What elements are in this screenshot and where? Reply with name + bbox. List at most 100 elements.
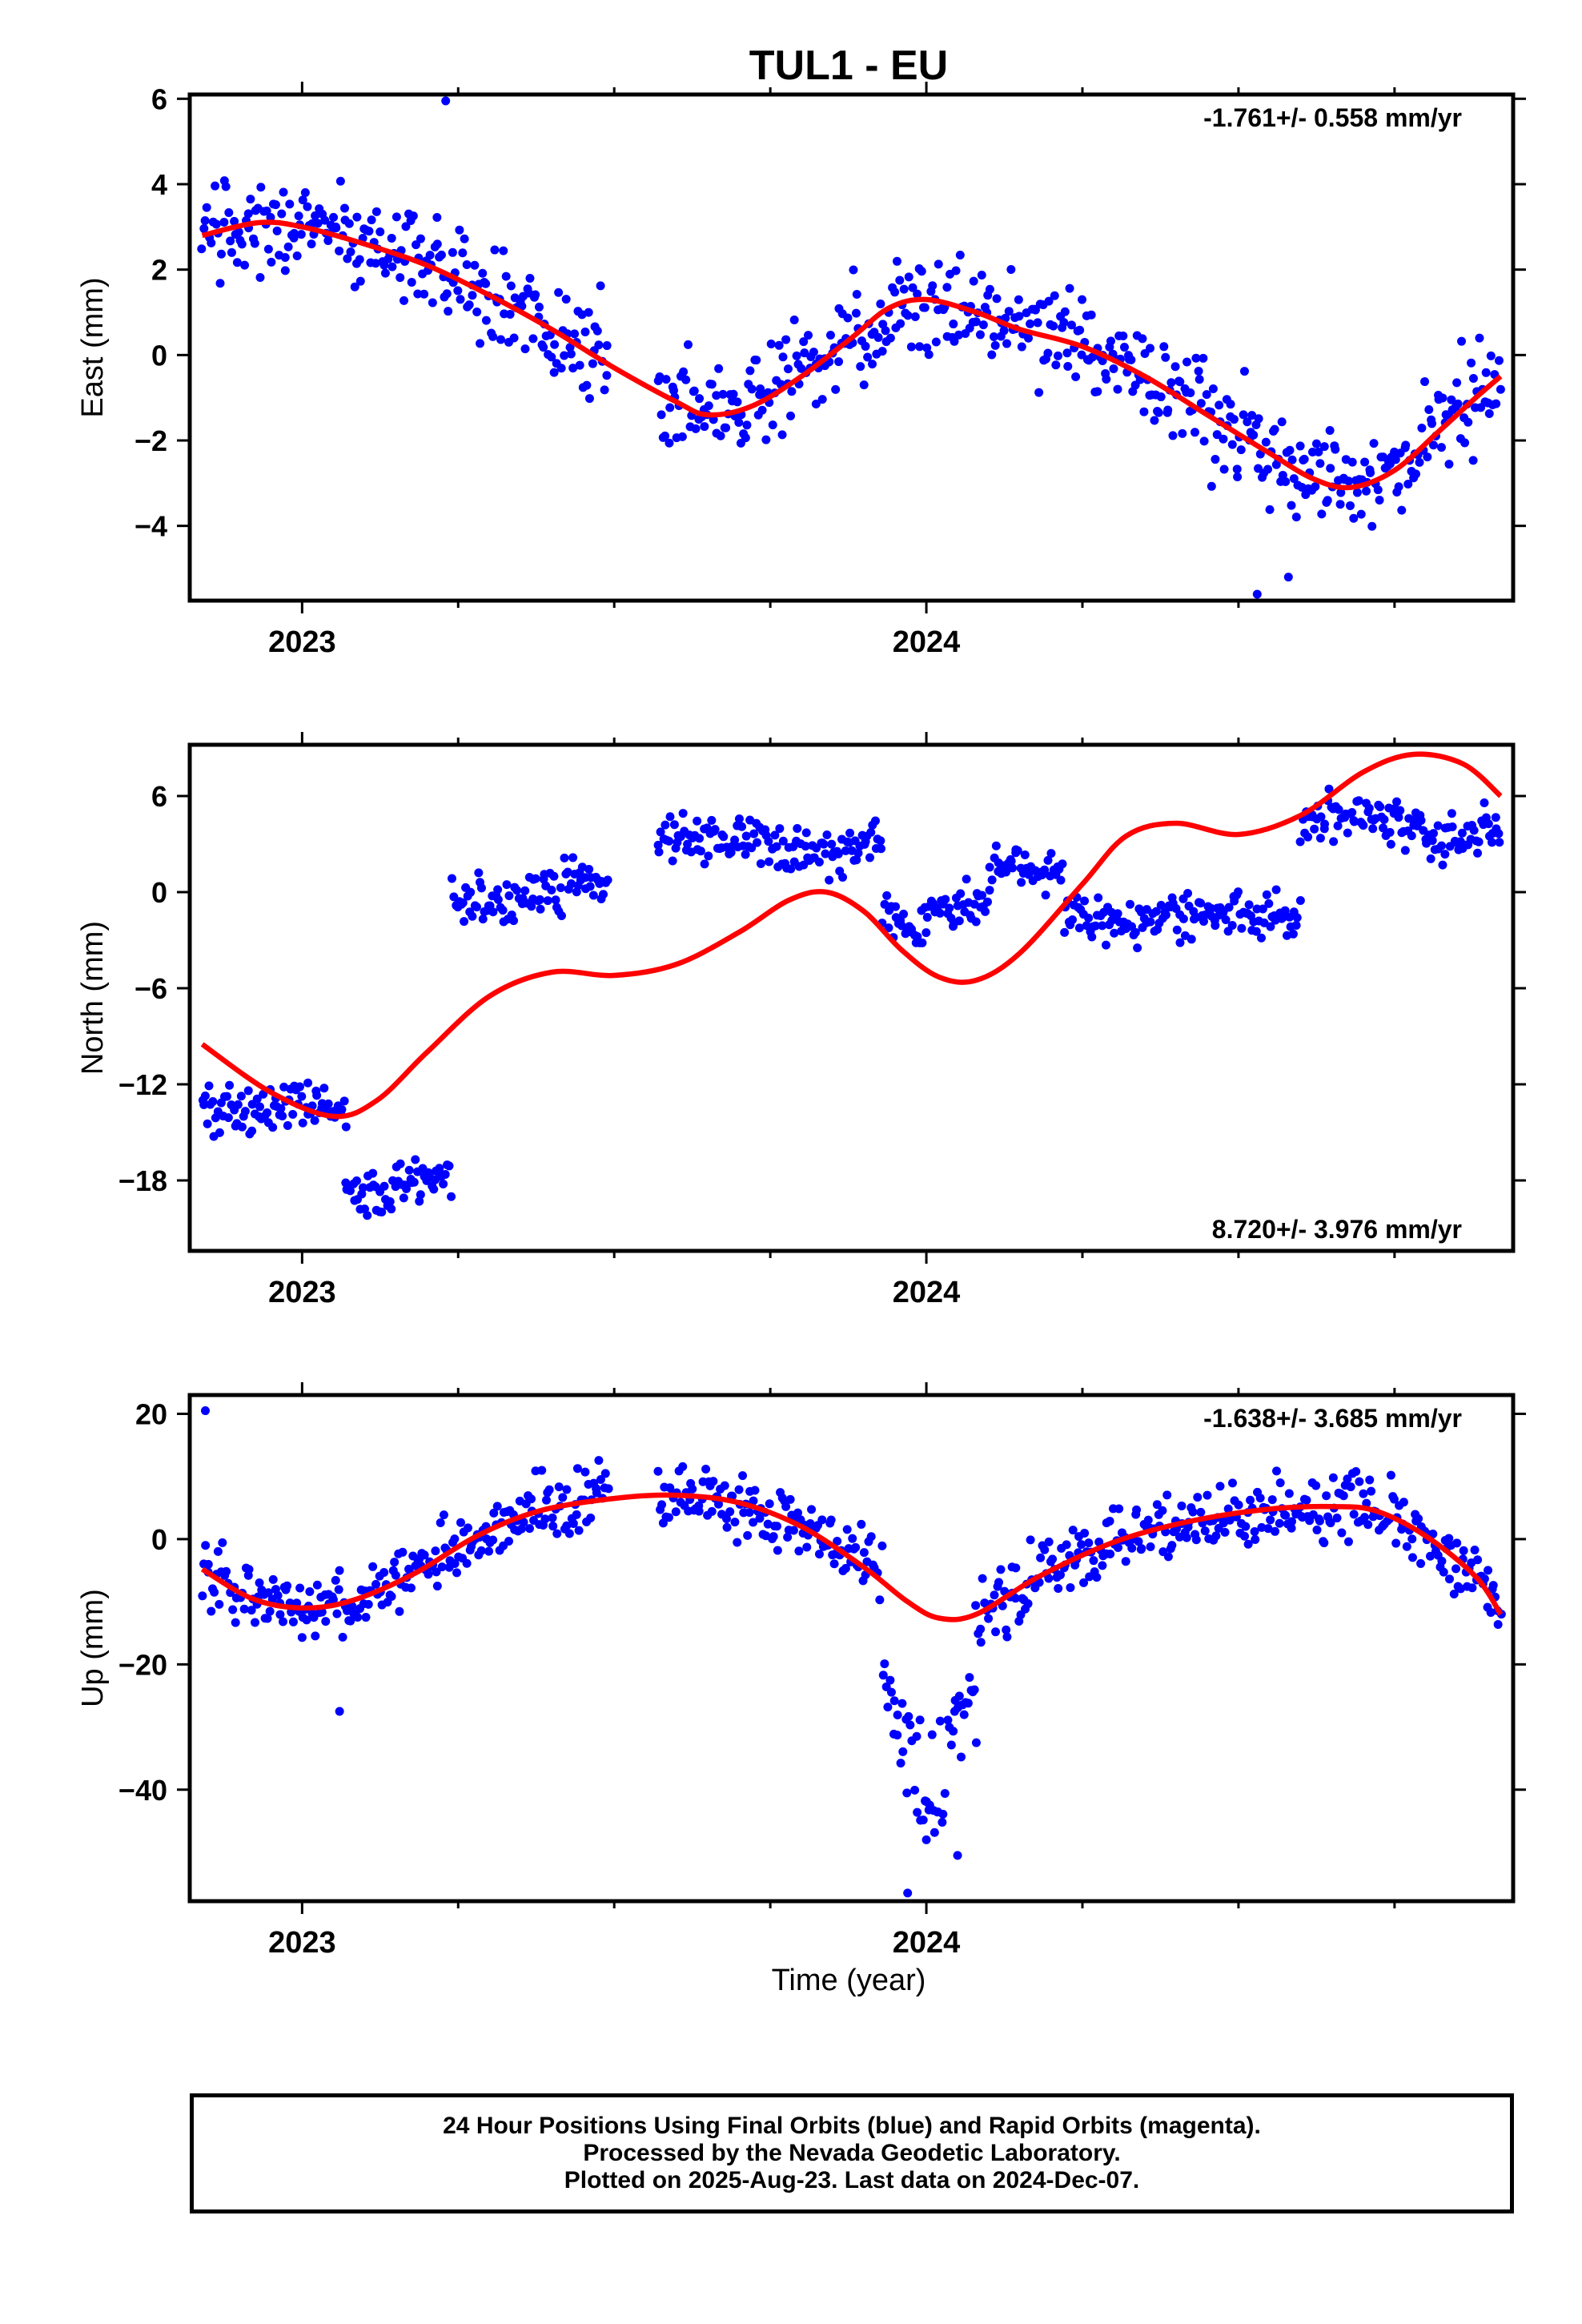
data-point: [1295, 441, 1305, 451]
data-point: [1368, 824, 1378, 834]
data-point: [1194, 366, 1203, 376]
data-point: [363, 1211, 372, 1220]
data-point: [368, 1168, 378, 1178]
data-point: [437, 1562, 447, 1572]
data-point: [1048, 1554, 1058, 1564]
data-point: [1234, 887, 1243, 897]
data-point: [789, 1526, 798, 1535]
data-point: [1246, 1495, 1255, 1505]
data-point: [1359, 821, 1368, 830]
data-point: [1427, 419, 1436, 428]
data-point: [1195, 375, 1204, 384]
data-point: [696, 846, 705, 856]
data-point: [1344, 476, 1354, 486]
data-point: [965, 1673, 974, 1683]
data-point: [1484, 408, 1494, 418]
data-point: [1474, 837, 1484, 846]
data-point: [725, 1507, 735, 1517]
data-point: [1436, 443, 1446, 452]
data-point: [344, 219, 354, 228]
data-point: [693, 816, 702, 826]
data-point: [208, 1097, 218, 1107]
data-point: [1492, 399, 1501, 408]
data-point: [570, 329, 580, 339]
data-point: [1158, 1506, 1167, 1515]
data-point: [757, 405, 767, 415]
data-point: [971, 1601, 981, 1610]
data-point: [277, 209, 287, 219]
data-point: [387, 233, 396, 243]
data-point: [243, 209, 253, 219]
data-point: [665, 836, 674, 846]
data-point: [716, 431, 725, 440]
data-point: [938, 1818, 947, 1827]
data-point: [1320, 819, 1330, 829]
data-point-outlier: [200, 1406, 210, 1416]
data-point: [1486, 1608, 1496, 1618]
data-point: [1493, 1620, 1503, 1630]
x-tick-label: 2024: [893, 625, 961, 659]
data-point: [1488, 1581, 1498, 1590]
data-point: [474, 868, 484, 878]
data-point: [1343, 828, 1352, 838]
data-point: [1167, 1541, 1177, 1550]
data-point: [787, 387, 797, 396]
data-point: [429, 1184, 439, 1194]
data-point: [547, 885, 556, 895]
data-point: [1202, 390, 1211, 400]
data-point: [1154, 408, 1163, 417]
data-point: [1089, 1556, 1098, 1566]
data-point: [977, 271, 986, 280]
data-point: [1467, 358, 1476, 368]
data-point: [1063, 362, 1073, 372]
data-point: [1177, 1501, 1186, 1510]
data-point: [1125, 899, 1134, 909]
data-point: [549, 871, 559, 881]
data-points: [198, 1406, 1506, 1898]
data-point: [1026, 1535, 1035, 1545]
data-point: [563, 867, 572, 877]
data-point: [1143, 1515, 1153, 1525]
data-point: [345, 1186, 355, 1196]
data-point: [594, 1456, 604, 1466]
data-point: [792, 351, 801, 360]
data-point: [296, 230, 306, 239]
data-point: [577, 862, 587, 872]
data-point: [439, 1510, 448, 1520]
data-point: [941, 895, 950, 904]
data-point: [885, 1675, 895, 1685]
data-point: [493, 895, 503, 904]
data-point: [230, 216, 239, 226]
data-point: [271, 200, 280, 210]
data-point: [588, 891, 598, 900]
data-point: [420, 1550, 429, 1560]
data-point: [1444, 1574, 1454, 1584]
data-point: [1375, 495, 1384, 505]
data-point: [375, 227, 385, 237]
data-point: [896, 1759, 905, 1768]
data-point: [1266, 922, 1275, 931]
data-point: [199, 1100, 209, 1109]
data-point: [444, 307, 453, 316]
data-point: [1044, 1537, 1054, 1546]
data-point: [1247, 411, 1257, 420]
data-point: [1196, 1507, 1206, 1517]
data-point: [334, 1585, 343, 1594]
data-point: [276, 1104, 286, 1113]
data-point: [814, 857, 824, 866]
data-point: [339, 203, 349, 213]
data-point: [498, 906, 508, 915]
data-point: [1168, 431, 1178, 440]
data-point: [307, 239, 316, 249]
data-point: [1346, 1482, 1355, 1492]
data-point: [1034, 388, 1044, 397]
data-point-outlier: [1283, 573, 1293, 582]
data-point: [851, 308, 861, 318]
data-point: [504, 1536, 514, 1546]
data-point: [1401, 440, 1411, 450]
data-point: [1469, 826, 1479, 835]
data-point: [737, 822, 747, 831]
data-point: [1428, 829, 1438, 838]
data-point: [657, 1500, 667, 1510]
data-point: [556, 883, 565, 893]
